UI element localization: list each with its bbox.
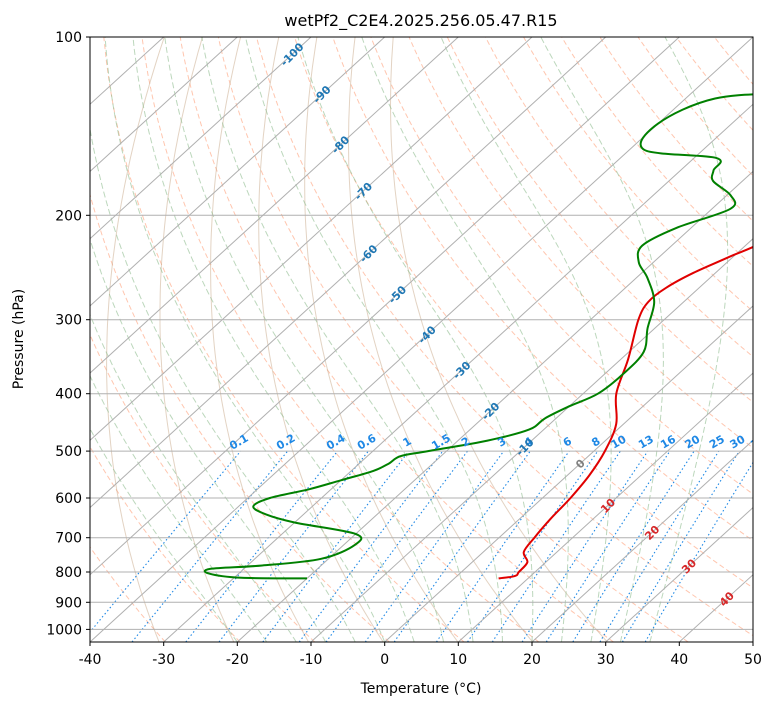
mixing-ratio-line (621, 450, 740, 642)
y-tick-label: 800 (55, 565, 82, 581)
y-axis-ticks: 100 200 300 400 500 600 700 800 900 1000 (46, 30, 90, 638)
x-tick-label: 0 (380, 652, 389, 668)
mixing-ratio-label: 36 (748, 432, 768, 451)
moist-adiabat-line (164, 37, 445, 642)
moist-adiabat-line (245, 37, 503, 642)
x-tick-label: -20 (226, 652, 249, 668)
dry-adiabat-curve (347, 37, 533, 642)
x-axis-label: Temperature (°C) (360, 681, 482, 697)
isobars (90, 37, 753, 630)
mixing-ratio-line (491, 450, 621, 642)
isotherm-line (90, 37, 607, 509)
mixing-ratio-line (521, 450, 649, 642)
dry-adiabat-line (370, 37, 753, 495)
moist-adiabat-line (90, 427, 238, 642)
mixing-ratio-line (298, 450, 444, 642)
isotherm-line (90, 37, 680, 576)
dry-adiabat-line (523, 37, 753, 313)
dry-adiabat-line (90, 192, 390, 642)
moist-adiabat-line (297, 37, 534, 642)
x-tick-label: -40 (79, 652, 102, 668)
dry-adiabat-line (179, 37, 614, 642)
moist-adiabat-line (649, 37, 729, 642)
x-tick-label: -30 (152, 652, 175, 668)
x-tick-label: 40 (670, 652, 688, 668)
mixing-ratio-line (325, 450, 468, 642)
mixing-ratio-line (467, 450, 599, 642)
y-tick-label: 400 (55, 387, 82, 403)
dry-adiabat-curve (210, 37, 309, 642)
isotherm-line (384, 305, 753, 642)
dry-adiabat-line (637, 37, 753, 177)
moist-adiabat-line (201, 37, 474, 642)
y-tick-label: 600 (55, 491, 82, 507)
y-tick-label: 1000 (46, 622, 82, 638)
mixing-ratio-line (572, 450, 695, 642)
y-tick-label: 100 (55, 30, 82, 46)
isotherm-line (531, 439, 753, 642)
moist-adiabat-line (90, 313, 297, 642)
dry-adiabat-curve (304, 37, 459, 642)
plot-area: 0.10.20.40.611.52346810131620253036-100-… (90, 37, 768, 642)
mixing-ratio-line (364, 450, 505, 642)
x-axis-ticks: -40 -30 -20 -10 0 10 20 30 40 50 (79, 642, 762, 668)
y-tick-label: 500 (55, 444, 82, 460)
isotherm-line (90, 37, 533, 442)
mixing-ratio-line (131, 450, 289, 642)
x-tick-label: 50 (744, 652, 762, 668)
moist-adiabat-line (90, 125, 356, 642)
y-tick-label: 700 (55, 531, 82, 547)
isotherm-line (90, 37, 238, 173)
dewpoint-profile-line (203, 93, 753, 580)
mixing-ratio-line (90, 450, 242, 633)
moist-adiabat-line (440, 37, 612, 642)
isotherm-line (457, 372, 753, 642)
mixing-ratio-line (435, 450, 570, 642)
moist-adiabat-line (361, 37, 569, 642)
isotherm-line (90, 37, 459, 374)
mixing-ratio-line (185, 450, 339, 642)
x-tick-label: 10 (449, 652, 467, 668)
dry-adiabat-line (294, 37, 753, 589)
isotherm-line (90, 37, 312, 240)
y-axis-label: Pressure (hPa) (11, 289, 27, 389)
x-tick-label: 30 (597, 652, 615, 668)
dry-adiabat-curve (258, 37, 384, 642)
chart-title: wetPf2_C2E4.2025.256.05.47.R15 (284, 11, 557, 31)
temperature-profile-line (498, 245, 753, 580)
dry-adiabat-line (217, 37, 689, 642)
plot-frame (89, 36, 754, 643)
x-tick-label: 20 (523, 652, 541, 668)
y-tick-label: 200 (55, 208, 82, 224)
isotherm-line (90, 37, 386, 307)
moist-adiabat-line (104, 37, 386, 642)
dry-adiabat-line (256, 37, 753, 637)
dry-adiabat-line (103, 37, 465, 642)
isotherm-line (236, 170, 753, 642)
isotherm-line (310, 237, 753, 642)
moist-adiabat-line (90, 237, 327, 642)
isotherm-line (605, 506, 753, 642)
mixing-ratio-lines (90, 450, 753, 642)
isotherm-line (163, 103, 753, 642)
x-tick-label: -10 (300, 652, 323, 668)
dry-adiabat-line (484, 37, 753, 358)
moist-adiabat-line (540, 37, 664, 642)
mixing-ratio-line (262, 450, 410, 642)
dry-adiabat-line (332, 37, 753, 542)
dry-adiabat-line (90, 333, 316, 642)
moist-adiabat-line (90, 374, 268, 642)
dry-adiabat-line (446, 37, 753, 403)
y-tick-label: 300 (55, 313, 82, 329)
dry-adiabat-line (141, 37, 540, 642)
dry-adiabat-line (408, 37, 753, 449)
y-tick-label: 900 (55, 595, 82, 611)
dry-adiabat-curve (389, 37, 608, 642)
dry-adiabat-line (599, 37, 753, 222)
mixing-ratio-line (545, 450, 671, 642)
sounding-profiles (203, 93, 753, 580)
